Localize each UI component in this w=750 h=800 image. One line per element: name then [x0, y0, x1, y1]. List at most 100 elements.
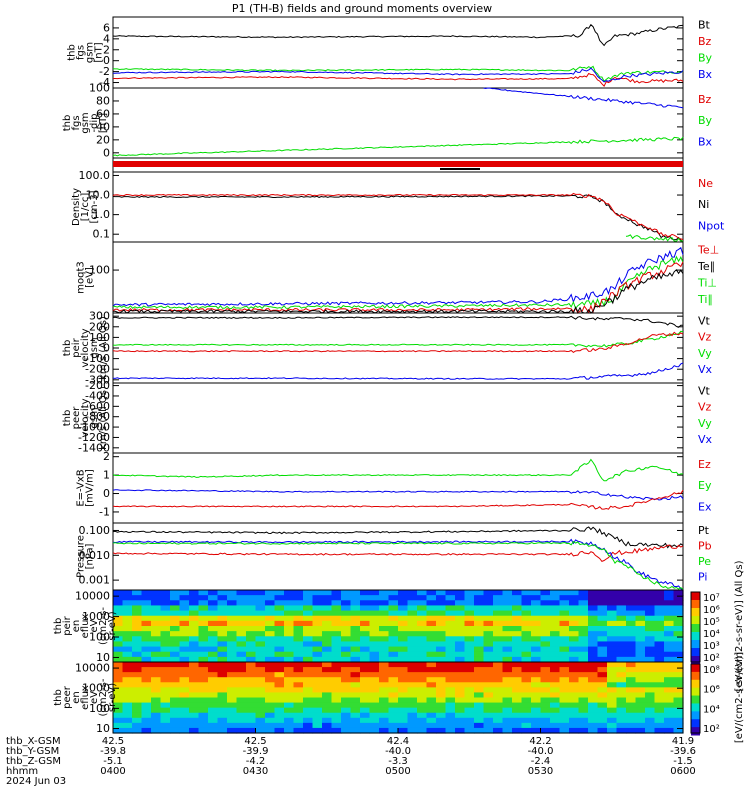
heatmap-cell [597, 717, 608, 724]
y-axis-label: (cm2-s- [98, 678, 109, 716]
heatmap-cell [360, 662, 371, 668]
heatmap-cell [407, 651, 418, 658]
heatmap-cell [151, 590, 162, 596]
heatmap-cell [597, 651, 608, 658]
heatmap-cell [284, 620, 295, 627]
heatmap-cell [559, 631, 570, 637]
heatmap-cell [474, 595, 485, 601]
heatmap-cell [569, 646, 580, 653]
heatmap-cell [654, 707, 665, 714]
heatmap-cell [578, 692, 589, 699]
heatmap-cell [217, 615, 228, 622]
heatmap-cell [616, 662, 627, 668]
heatmap-cell [141, 682, 152, 688]
heatmap-cell [331, 722, 342, 729]
heatmap-cell [550, 600, 561, 607]
heatmap-cell [113, 651, 124, 658]
heatmap-cell [388, 702, 399, 709]
heatmap-cell [493, 620, 504, 627]
legend-label: Ni [698, 198, 709, 211]
heatmap-cell [208, 687, 219, 694]
heatmap-cell [151, 722, 162, 729]
heatmap-cell [198, 641, 209, 648]
heatmap-cell [122, 641, 133, 648]
series-line [113, 269, 684, 315]
heatmap-cell [388, 717, 399, 724]
heatmap-cell [141, 610, 152, 617]
heatmap-cell [246, 595, 257, 601]
heatmap-cell [417, 662, 428, 668]
heatmap-cell [398, 697, 409, 704]
heatmap-cell [407, 626, 418, 632]
heatmap-cell [407, 707, 418, 714]
heatmap-cell [597, 626, 608, 632]
heatmap-cell [350, 702, 361, 709]
heatmap-cell [426, 641, 437, 648]
heatmap-cell [569, 656, 580, 663]
heatmap-cell [132, 702, 143, 709]
heatmap-cell [531, 692, 542, 699]
heatmap-cell [426, 615, 437, 622]
heatmap-cell [331, 687, 342, 694]
heatmap-cell [654, 656, 665, 663]
heatmap-cell [388, 636, 399, 643]
heatmap-cell [464, 702, 475, 709]
heatmap-cell [379, 626, 390, 632]
heatmap-cell [208, 620, 219, 627]
heatmap-cell [474, 702, 485, 709]
heatmap-cell [331, 590, 342, 596]
colorbar-segment [691, 695, 700, 704]
heatmap-cell [208, 651, 219, 658]
heatmap-cell [664, 626, 675, 632]
heatmap-cell [455, 610, 466, 617]
heatmap-cell [502, 610, 513, 617]
heatmap-cell [578, 697, 589, 704]
y-axis-label: peir [71, 337, 82, 357]
heatmap-cell [407, 595, 418, 601]
heatmap-cell [407, 682, 418, 688]
heatmap-cell [635, 620, 646, 627]
heatmap-cell [312, 662, 323, 668]
heatmap-cell [198, 722, 209, 729]
heatmap-cell [227, 687, 238, 694]
heatmap-cell [151, 626, 162, 632]
heatmap-cell [265, 687, 276, 694]
heatmap-cell [654, 620, 665, 627]
heatmap-cell [597, 697, 608, 704]
colorbar-segment [691, 671, 700, 681]
heatmap-cell [322, 727, 333, 734]
heatmap-cell [113, 667, 124, 673]
heatmap-cell [122, 712, 133, 719]
heatmap-cell [160, 641, 171, 648]
heatmap-cell [588, 697, 599, 704]
heatmap-cell [227, 717, 238, 724]
heatmap-cell [217, 631, 228, 637]
heatmap-cell [312, 702, 323, 709]
heatmap-cell [151, 646, 162, 653]
heatmap-cell [474, 646, 485, 653]
heatmap-cell [236, 697, 247, 704]
heatmap-cell [578, 656, 589, 663]
heatmap-cell [588, 620, 599, 627]
heatmap-cell [350, 722, 361, 729]
heatmap-cell [464, 692, 475, 699]
heatmap-cell [455, 717, 466, 724]
heatmap-cell [132, 687, 143, 694]
heatmap-cell [493, 712, 504, 719]
legend-label: Bx [698, 68, 713, 81]
heatmap-cell [255, 615, 266, 622]
heatmap-cell [407, 672, 418, 678]
y-tick-label: 0.100 [79, 524, 111, 537]
heatmap-cell [436, 656, 447, 663]
heatmap-cell [426, 646, 437, 653]
y-axis-label: eflux [80, 685, 91, 710]
heatmap-cell [388, 646, 399, 653]
legend-label: Vy [698, 347, 712, 360]
heatmap-cell [635, 641, 646, 648]
heatmap-cell [607, 727, 618, 734]
y-tick-label: 0 [103, 146, 110, 159]
heatmap-cell [179, 590, 190, 596]
heatmap-cell [160, 626, 171, 632]
heatmap-cell [227, 631, 238, 637]
